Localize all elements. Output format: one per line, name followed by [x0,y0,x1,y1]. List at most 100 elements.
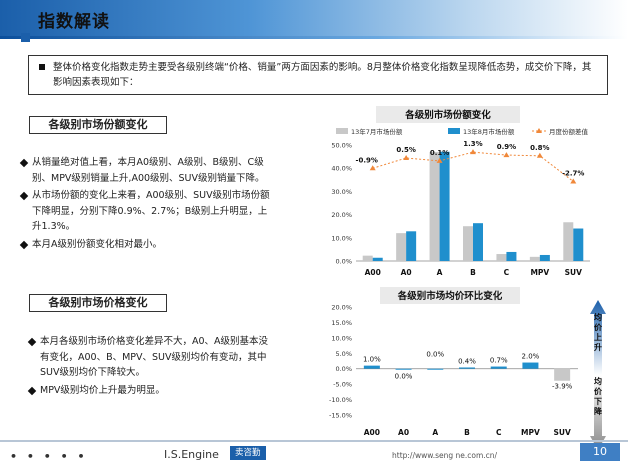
list-item: 从销量绝对值上看，本月A0级别、A级别、B级别、C级别、MPV级别销量上升,A0… [19,155,276,186]
summary-box: 整体价格变化指数走势主要受各级别终端“价格、销量”两方面因素的影响。8月整体价格… [28,55,608,95]
data-label: 0.0% [426,351,444,359]
line-point [436,157,443,163]
x-tick-label: B [464,428,470,437]
share-bullet-list: 从销量绝对值上看，本月A0级别、A级别、B级别、C级别、MPV级别销量上升,A0… [19,155,276,255]
price-direction-arrow: 均价上升 均价下降 [590,300,606,450]
bullet-text: MPV级别均价上升最为明显。 [40,384,165,396]
y-tick-label: -15.0% [329,412,352,420]
section-title-share: 各级别市场份额变化 [29,116,167,134]
price-bullet-list: 本月各级别市场价格变化差异不大，A0、A级别基本没有变化，A00、B、MPV、S… [27,334,276,400]
data-label: 0.0% [395,373,413,381]
bar [563,222,574,261]
bullet-text: 本月A级别份额变化相对最小。 [32,238,162,250]
data-label: -2.7% [562,169,584,177]
bullet-text: 从市场份额的变化上来看，A00级别、SUV级别市场份额下降明显，分别下降0.9%… [32,190,270,233]
diamond-bullet-icon [19,158,29,168]
data-label: 1.3% [463,140,482,148]
bar [539,254,550,261]
y-tick-label: 10.0% [331,234,352,242]
footer-url: http://www.seng ne.com.cn/ [392,451,498,460]
list-item: 本月各级别市场价格变化差异不大，A0、A级别基本没有变化，A00、B、MPV、S… [27,334,276,381]
list-item: 本月A级别份额变化相对最小。 [19,237,276,253]
data-label: 0.1% [430,149,449,157]
bar [395,368,412,370]
x-tick-label: SUV [565,268,582,277]
bar [396,233,407,261]
x-tick-label: C [504,268,510,277]
x-tick-label: MPV [521,428,540,437]
data-label: 1.0% [363,356,381,364]
footer-brand-tag: 卖咨勤 [230,446,266,460]
bullet-text: 从销量绝对值上看，本月A0级别、A级别、B级别、C级别、MPV级别销量上升,A0… [32,157,265,184]
line-point [403,155,410,160]
line-point [570,178,577,184]
legend-label: 13年8月市场份额 [463,127,515,136]
bar [363,365,380,369]
square-bullet-icon [39,64,45,70]
data-label: 0.8% [530,144,549,152]
footer: • • • • • I.S.Engine 卖咨勤 http://www.seng… [0,440,628,466]
x-tick-label: A [432,428,438,437]
footer-divider [0,440,628,442]
data-label: -3.9% [552,383,573,391]
data-label: 0.9% [497,143,516,151]
y-tick-label: 40.0% [331,165,352,173]
title-marker-square [21,33,30,42]
line-point [503,152,510,158]
list-item: MPV级别均价上升最为明显。 [27,383,276,399]
bar [506,251,517,261]
y-tick-label: 20.0% [331,211,352,219]
footer-brand: I.S.Engine [164,448,219,461]
line-point [369,165,376,171]
x-tick-label: SUV [553,428,570,437]
chart-title-box [380,287,520,304]
bar [554,368,571,381]
line-point [470,149,476,155]
data-label: 2.0% [522,353,540,361]
x-tick-label: C [496,428,502,437]
data-label: 0.4% [458,357,476,365]
y-tick-label: 0.0% [335,365,352,373]
y-tick-label: 30.0% [331,188,352,196]
bar [496,254,507,261]
chart-title: 各级别市场均价环比变化 [397,290,503,302]
x-tick-label: A00 [365,268,381,277]
bar [529,256,540,261]
page-title: 指数解读 [38,12,110,32]
side-label-down: 均价下降 [594,376,603,416]
chart-title: 各级别市场份额变化 [404,109,491,121]
data-label: 0.7% [490,357,508,365]
y-tick-label: -5.0% [333,381,352,389]
diamond-bullet-icon [27,386,37,396]
section-title-price: 各级别市场价格变化 [29,294,167,312]
series-line [372,151,574,182]
diamond-bullet-icon [27,337,37,347]
bar [429,151,440,261]
y-tick-label: -10.0% [329,396,352,404]
x-tick-label: A [437,268,443,277]
bar [406,231,417,261]
bar [473,223,483,261]
summary-text: 整体价格变化指数走势主要受各级别终端“价格、销量”两方面因素的影响。8月整体价格… [53,62,592,88]
x-tick-label: A00 [364,428,380,437]
y-tick-label: 15.0% [331,319,352,327]
footer-dots: • • • • • [10,450,88,463]
bar [522,362,539,369]
legend-marker [536,128,542,133]
x-tick-label: B [470,268,476,277]
header-stripe [0,0,628,36]
y-tick-label: 5.0% [335,350,352,358]
legend-swatch [448,128,460,134]
line-point [536,152,543,158]
header-underline [0,36,628,39]
legend-label: 13年7月市场份额 [351,127,403,136]
bar [372,257,383,261]
x-tick-label: A0 [401,268,412,277]
bar [459,367,475,369]
side-label-up: 均价上升 [594,312,603,352]
legend-label: 月度份额差值 [549,127,589,136]
bar [362,255,373,261]
x-tick-label: MPV [530,268,549,277]
bar [573,228,584,261]
